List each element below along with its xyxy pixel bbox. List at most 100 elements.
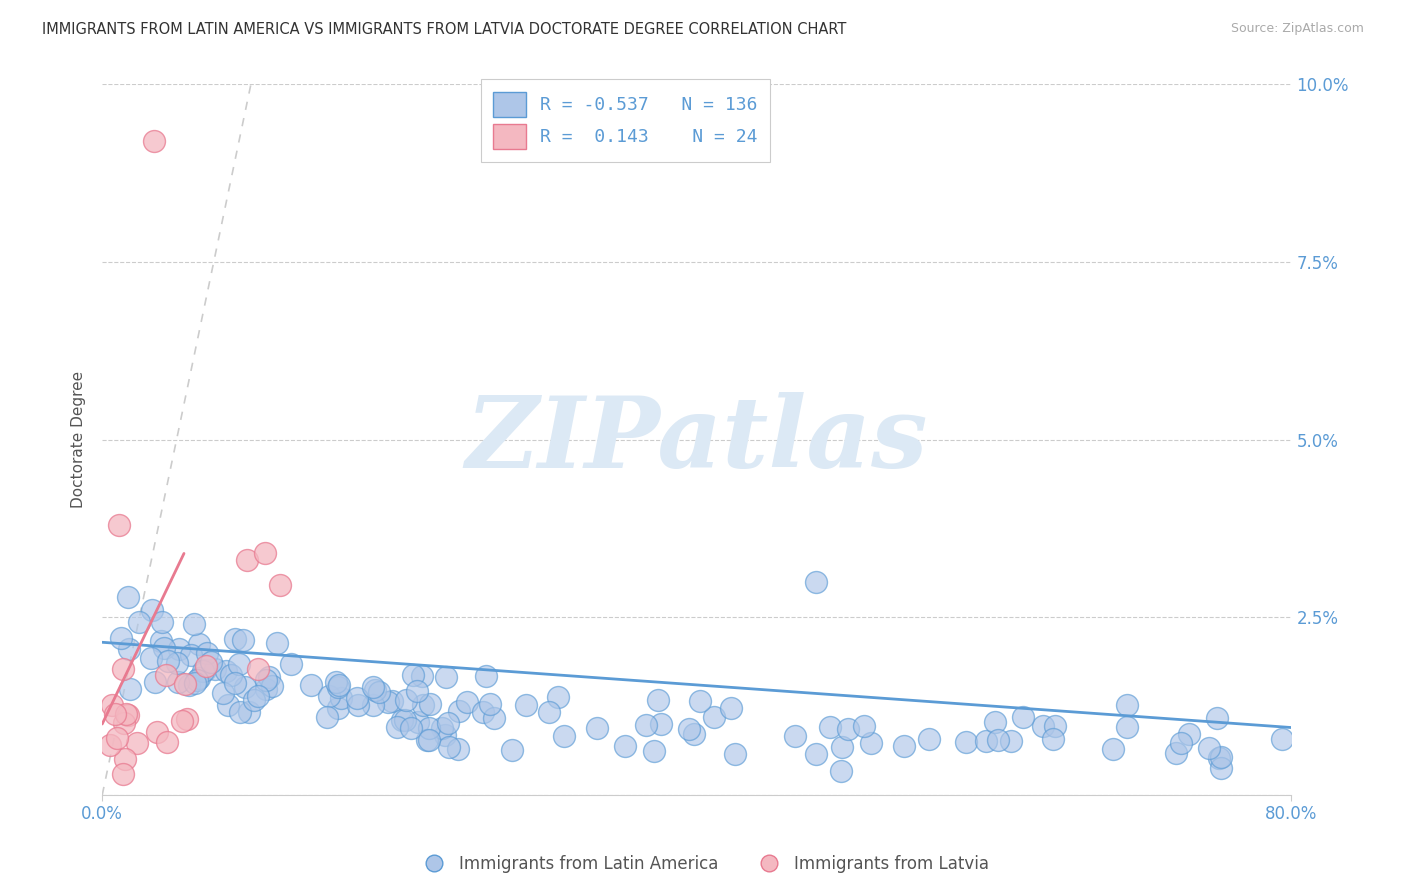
Point bbox=[155, 668, 177, 682]
Point bbox=[183, 617, 205, 632]
Point bbox=[153, 640, 176, 655]
Point bbox=[785, 729, 807, 743]
Point bbox=[501, 743, 523, 757]
Point bbox=[368, 685, 391, 699]
Point bbox=[1116, 698, 1139, 712]
Point bbox=[447, 742, 470, 756]
Point bbox=[150, 615, 173, 630]
Point bbox=[917, 732, 939, 747]
Point bbox=[406, 715, 429, 730]
Point bbox=[456, 695, 478, 709]
Point bbox=[482, 711, 505, 725]
Point bbox=[406, 683, 429, 698]
Point bbox=[259, 669, 281, 683]
Point bbox=[316, 710, 339, 724]
Point bbox=[325, 675, 347, 690]
Text: IMMIGRANTS FROM LATIN AMERICA VS IMMIGRANTS FROM LATVIA DOCTORATE DEGREE CORRELA: IMMIGRANTS FROM LATIN AMERICA VS IMMIGRA… bbox=[42, 22, 846, 37]
Legend: R = -0.537   N = 136, R =  0.143    N = 24: R = -0.537 N = 136, R = 0.143 N = 24 bbox=[481, 79, 770, 162]
Point bbox=[974, 734, 997, 748]
Point bbox=[385, 720, 408, 734]
Point bbox=[101, 698, 124, 713]
Point bbox=[1000, 734, 1022, 748]
Legend: Immigrants from Latin America, Immigrants from Latvia: Immigrants from Latin America, Immigrant… bbox=[411, 848, 995, 880]
Point bbox=[128, 615, 150, 629]
Point bbox=[299, 678, 322, 692]
Point bbox=[1208, 751, 1230, 765]
Point bbox=[194, 664, 217, 678]
Point bbox=[434, 728, 457, 742]
Point bbox=[1101, 741, 1123, 756]
Point bbox=[142, 134, 165, 148]
Point bbox=[326, 701, 349, 715]
Point bbox=[515, 698, 537, 712]
Point bbox=[1211, 761, 1233, 775]
Point bbox=[118, 642, 141, 657]
Point bbox=[114, 751, 136, 765]
Point bbox=[1198, 740, 1220, 755]
Point bbox=[1043, 719, 1066, 733]
Point bbox=[328, 677, 350, 691]
Point bbox=[118, 682, 141, 697]
Point bbox=[412, 698, 434, 712]
Point bbox=[1178, 727, 1201, 741]
Point bbox=[830, 764, 852, 779]
Point bbox=[586, 721, 609, 735]
Point bbox=[247, 689, 270, 703]
Point bbox=[141, 603, 163, 617]
Point bbox=[174, 677, 197, 691]
Point bbox=[418, 721, 440, 735]
Point bbox=[280, 657, 302, 671]
Point bbox=[224, 676, 246, 690]
Point bbox=[195, 659, 218, 673]
Point bbox=[391, 713, 413, 727]
Point bbox=[1209, 749, 1232, 764]
Point bbox=[449, 704, 471, 718]
Point bbox=[1032, 719, 1054, 733]
Point bbox=[139, 651, 162, 665]
Point bbox=[229, 705, 252, 719]
Point bbox=[831, 739, 853, 754]
Point bbox=[720, 701, 742, 715]
Point bbox=[156, 735, 179, 749]
Point bbox=[678, 723, 700, 737]
Point bbox=[689, 693, 711, 707]
Point bbox=[347, 698, 370, 713]
Point bbox=[418, 733, 440, 747]
Point bbox=[377, 695, 399, 709]
Point bbox=[650, 716, 672, 731]
Point bbox=[1011, 710, 1033, 724]
Text: Source: ZipAtlas.com: Source: ZipAtlas.com bbox=[1230, 22, 1364, 36]
Y-axis label: Doctorate Degree: Doctorate Degree bbox=[72, 371, 86, 508]
Point bbox=[1164, 746, 1187, 760]
Point bbox=[243, 693, 266, 707]
Point bbox=[262, 679, 284, 693]
Point bbox=[647, 692, 669, 706]
Point bbox=[394, 713, 416, 727]
Point bbox=[381, 694, 404, 708]
Point bbox=[987, 732, 1010, 747]
Point bbox=[703, 710, 725, 724]
Point bbox=[818, 720, 841, 734]
Point bbox=[1042, 731, 1064, 746]
Point bbox=[1170, 736, 1192, 750]
Point bbox=[180, 648, 202, 662]
Point bbox=[215, 664, 238, 678]
Point bbox=[643, 744, 665, 758]
Text: ZIPatlas: ZIPatlas bbox=[465, 392, 928, 488]
Point bbox=[184, 676, 207, 690]
Point bbox=[266, 636, 288, 650]
Point bbox=[195, 646, 218, 660]
Point bbox=[804, 747, 827, 762]
Point bbox=[399, 721, 422, 735]
Point bbox=[415, 733, 437, 747]
Point bbox=[254, 673, 277, 687]
Point bbox=[212, 686, 235, 700]
Point bbox=[346, 690, 368, 705]
Point bbox=[166, 656, 188, 670]
Point bbox=[204, 662, 226, 676]
Point bbox=[537, 706, 560, 720]
Point bbox=[434, 670, 457, 684]
Point bbox=[105, 731, 128, 746]
Point bbox=[724, 747, 747, 761]
Point bbox=[169, 642, 191, 657]
